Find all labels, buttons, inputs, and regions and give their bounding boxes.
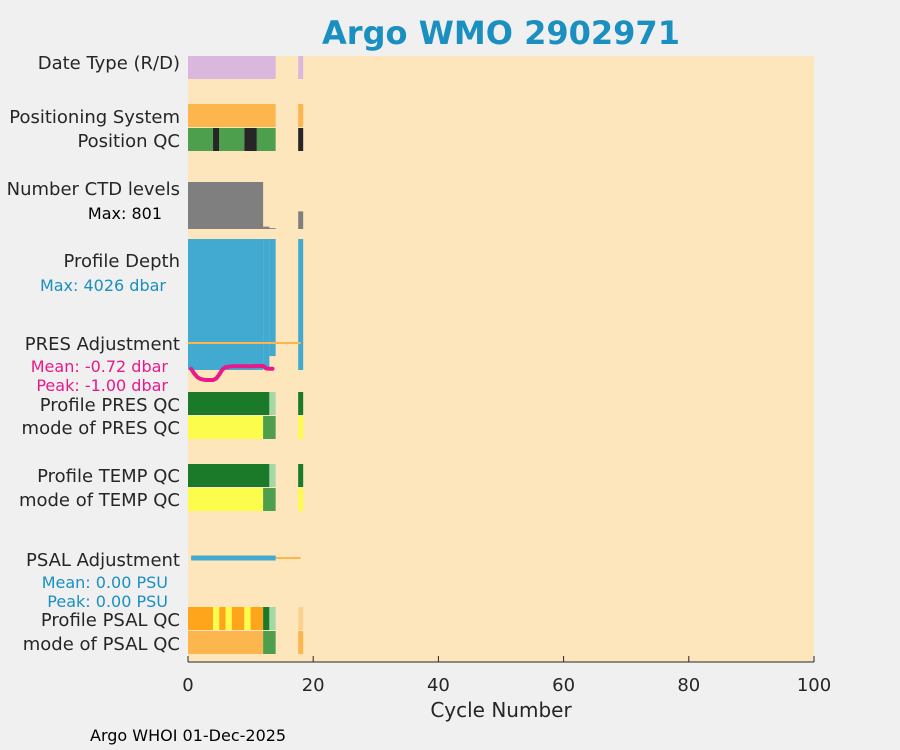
position-qc-segment-1 xyxy=(213,128,220,151)
profile-psal-qc-segment-5 xyxy=(244,607,251,630)
position-qc-segment-5 xyxy=(298,128,304,151)
date-type-segment-0 xyxy=(188,56,276,79)
mode-pres-qc-segment-2 xyxy=(298,416,304,439)
x-tick-label-3: 60 xyxy=(552,675,575,696)
position-qc-segment-2 xyxy=(219,128,245,151)
profile-psal-qc-segment-2 xyxy=(219,607,226,630)
position-qc-segment-4 xyxy=(256,128,276,151)
x-tick-label-1: 20 xyxy=(302,675,325,696)
mode-temp-qc-segment-2 xyxy=(298,488,304,511)
row-label-number-ctd-levels: Number CTD levels xyxy=(7,179,180,200)
x-axis-label: Cycle Number xyxy=(430,698,572,722)
positioning-system-segment-0 xyxy=(188,104,276,127)
row-label-mode-pres-qc: mode of PRES QC xyxy=(22,418,180,439)
profile-psal-qc-segment-1 xyxy=(213,607,220,630)
ctd-max-annotation: Max: 801 xyxy=(88,204,162,223)
row-labels: Date Type (R/D) Positioning System Positio… xyxy=(7,53,180,655)
position-qc-segment-0 xyxy=(188,128,214,151)
x-axis-ticks: 0 20 40 60 80 100 xyxy=(182,656,831,696)
profile-depth-bar-1 xyxy=(263,239,270,369)
x-tick-label-2: 40 xyxy=(427,675,450,696)
row-label-mode-psal-qc: mode of PSAL QC xyxy=(23,634,180,655)
profile-psal-qc-segment-8 xyxy=(269,607,276,630)
profile-psal-qc-segment-7 xyxy=(263,607,270,630)
profile-pres-qc-segment-0 xyxy=(188,392,270,415)
profile-temp-qc-segment-2 xyxy=(298,464,304,487)
profile-depth-bar-3 xyxy=(298,239,304,370)
x-tick-label-4: 80 xyxy=(677,675,700,696)
pres-adjustment-curve xyxy=(189,364,275,382)
row-label-profile-pres-qc: Profile PRES QC xyxy=(40,395,180,416)
mode-psal-qc-segment-1 xyxy=(263,631,276,654)
mode-temp-qc-segment-0 xyxy=(188,488,264,511)
x-tick-label-5: 100 xyxy=(797,675,831,696)
row-label-profile-depth: Profile Depth xyxy=(63,251,180,272)
ctd-levels-bar-2 xyxy=(269,228,276,229)
depth-max-annotation: Max: 4026 dbar xyxy=(40,276,166,295)
row-label-profile-psal-qc: Profile PSAL QC xyxy=(41,610,180,631)
mode-pres-qc-segment-1 xyxy=(263,416,276,439)
profile-depth-bar-2 xyxy=(269,239,276,357)
row-label-date-type: Date Type (R/D) xyxy=(38,53,180,74)
psal-mean-annotation: Mean: 0.00 PSU xyxy=(42,573,168,592)
row-label-profile-temp-qc: Profile TEMP QC xyxy=(37,466,180,487)
profile-pres-qc-segment-1 xyxy=(269,392,276,415)
date-type-segment-1 xyxy=(298,56,304,79)
mode-psal-qc-segment-2 xyxy=(298,631,304,654)
chart-marks xyxy=(188,56,304,654)
psal-adjustment-bar xyxy=(191,555,276,561)
footer-credit: Argo WHOI 01-Dec-2025 xyxy=(90,726,286,745)
profile-depth-bar-0 xyxy=(188,239,264,370)
row-label-pres-adjustment: PRES Adjustment xyxy=(25,334,180,355)
profile-psal-qc-segment-3 xyxy=(225,607,232,630)
profile-temp-qc-segment-0 xyxy=(188,464,270,487)
profile-psal-qc-segment-0 xyxy=(188,607,214,630)
pres-peak-annotation: Peak: -1.00 dbar xyxy=(36,376,168,395)
ctd-levels-bar-3 xyxy=(298,211,304,229)
row-label-mode-temp-qc: mode of TEMP QC xyxy=(19,490,180,511)
pres-mean-annotation: Mean: -0.72 dbar xyxy=(31,357,169,376)
row-label-positioning-system: Positioning System xyxy=(9,107,180,128)
row-label-psal-adjustment: PSAL Adjustment xyxy=(26,550,180,571)
profile-psal-qc-segment-9 xyxy=(298,607,304,630)
x-tick-label-0: 0 xyxy=(182,675,193,696)
mode-pres-qc-segment-0 xyxy=(188,416,264,439)
profile-temp-qc-segment-1 xyxy=(269,464,276,487)
mode-temp-qc-segment-1 xyxy=(263,488,276,511)
profile-psal-qc-segment-4 xyxy=(231,607,245,630)
chart-title: Argo WMO 2902971 xyxy=(322,14,680,52)
positioning-system-segment-1 xyxy=(298,104,304,127)
profile-pres-qc-segment-2 xyxy=(298,392,304,415)
profile-psal-qc-segment-6 xyxy=(250,607,264,630)
ctd-levels-bar-1 xyxy=(263,226,270,229)
position-qc-segment-3 xyxy=(244,128,257,151)
mode-psal-qc-segment-0 xyxy=(188,631,264,654)
row-label-position-qc: Position QC xyxy=(77,131,180,152)
ctd-levels-bar-0 xyxy=(188,182,264,229)
plot-background xyxy=(188,56,814,662)
psal-peak-annotation: Peak: 0.00 PSU xyxy=(47,592,168,611)
